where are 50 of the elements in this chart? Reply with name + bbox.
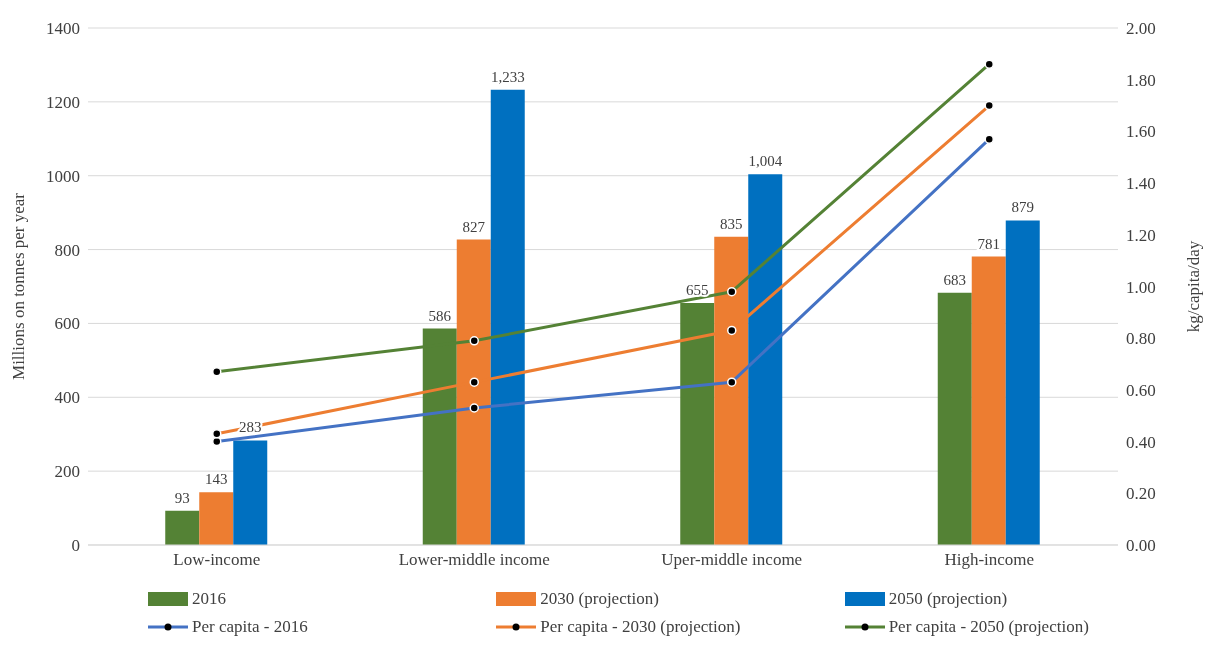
legend-label: Per capita - 2030 (projection) [540, 617, 741, 637]
x-tick-label: Lower-middle income [398, 550, 550, 570]
y-tick-label: 800 [54, 240, 80, 260]
data-label: 827 [462, 218, 486, 235]
legend-label: Per capita - 2050 (projection) [888, 617, 1089, 637]
y2-tick-label: 1.80 [1126, 70, 1156, 90]
bar [199, 492, 234, 545]
data-label: 586 [428, 307, 452, 324]
bar [165, 510, 200, 545]
y2-axis-title: kg/capita/day [1184, 240, 1204, 333]
y2-tick-label: 0.20 [1126, 484, 1156, 504]
y-tick-label: 1400 [46, 19, 80, 39]
data-label: 835 [720, 215, 743, 232]
bar [490, 89, 525, 545]
data-label: 879 [1011, 199, 1034, 216]
x-tick-label: Low-income [173, 550, 261, 570]
y2-tick-label: 0.40 [1126, 432, 1156, 452]
data-label: 683 [943, 271, 966, 288]
y2-tick-label: 0.80 [1126, 329, 1156, 349]
bar [748, 174, 783, 545]
x-tick-label: Uper-middle income [661, 550, 803, 570]
y2-tick-label: 0.60 [1126, 380, 1156, 400]
x-tick-label: High-income [944, 550, 1035, 570]
y2-tick-label: 1.20 [1126, 225, 1156, 245]
y-tick-label: 1000 [46, 166, 80, 186]
data-label: 1,233 [490, 68, 525, 85]
data-label: 143 [205, 471, 228, 488]
data-label: 1,004 [748, 153, 783, 170]
y2-tick-label: 1.40 [1126, 174, 1156, 194]
y-tick-label: 600 [54, 314, 80, 334]
data-label: 93 [174, 489, 190, 506]
y2-tick-label: 1.60 [1126, 122, 1156, 142]
y2-tick-label: 1.00 [1126, 277, 1156, 297]
data-label: 781 [977, 235, 1000, 252]
y-tick-label: 0 [71, 536, 80, 556]
legend-label: 2030 (projection) [540, 589, 659, 609]
y-axis-title: Millions on tonnes per year [9, 192, 29, 380]
y-tick-label: 1200 [46, 92, 80, 112]
y-tick-label: 200 [54, 462, 80, 482]
bar [1005, 220, 1040, 545]
legend-label: 2016 [192, 589, 226, 609]
y2-tick-label: 0.00 [1126, 536, 1156, 556]
data-label: 655 [686, 282, 709, 299]
legend-label: 2050 (projection) [888, 589, 1008, 609]
legend-label: Per capita - 2016 [192, 617, 308, 637]
bar [233, 440, 268, 545]
y-tick-label: 400 [54, 388, 80, 408]
bar [937, 292, 972, 545]
bar [971, 256, 1006, 545]
y2-tick-label: 2.00 [1126, 19, 1156, 39]
